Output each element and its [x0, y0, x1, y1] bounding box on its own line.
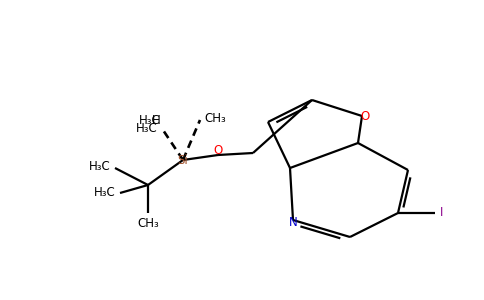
Text: H: H — [152, 114, 161, 127]
Text: CH₃: CH₃ — [204, 112, 226, 124]
Text: N: N — [288, 217, 297, 230]
Text: H₃C: H₃C — [89, 160, 111, 172]
Text: H₃C: H₃C — [136, 122, 158, 134]
Text: CH₃: CH₃ — [137, 217, 159, 230]
Text: H₃C: H₃C — [94, 187, 116, 200]
Text: Si: Si — [178, 154, 188, 166]
Text: H₃C: H₃C — [139, 114, 161, 127]
Text: I: I — [440, 206, 443, 220]
Text: O: O — [361, 110, 370, 122]
Text: O: O — [213, 143, 223, 157]
